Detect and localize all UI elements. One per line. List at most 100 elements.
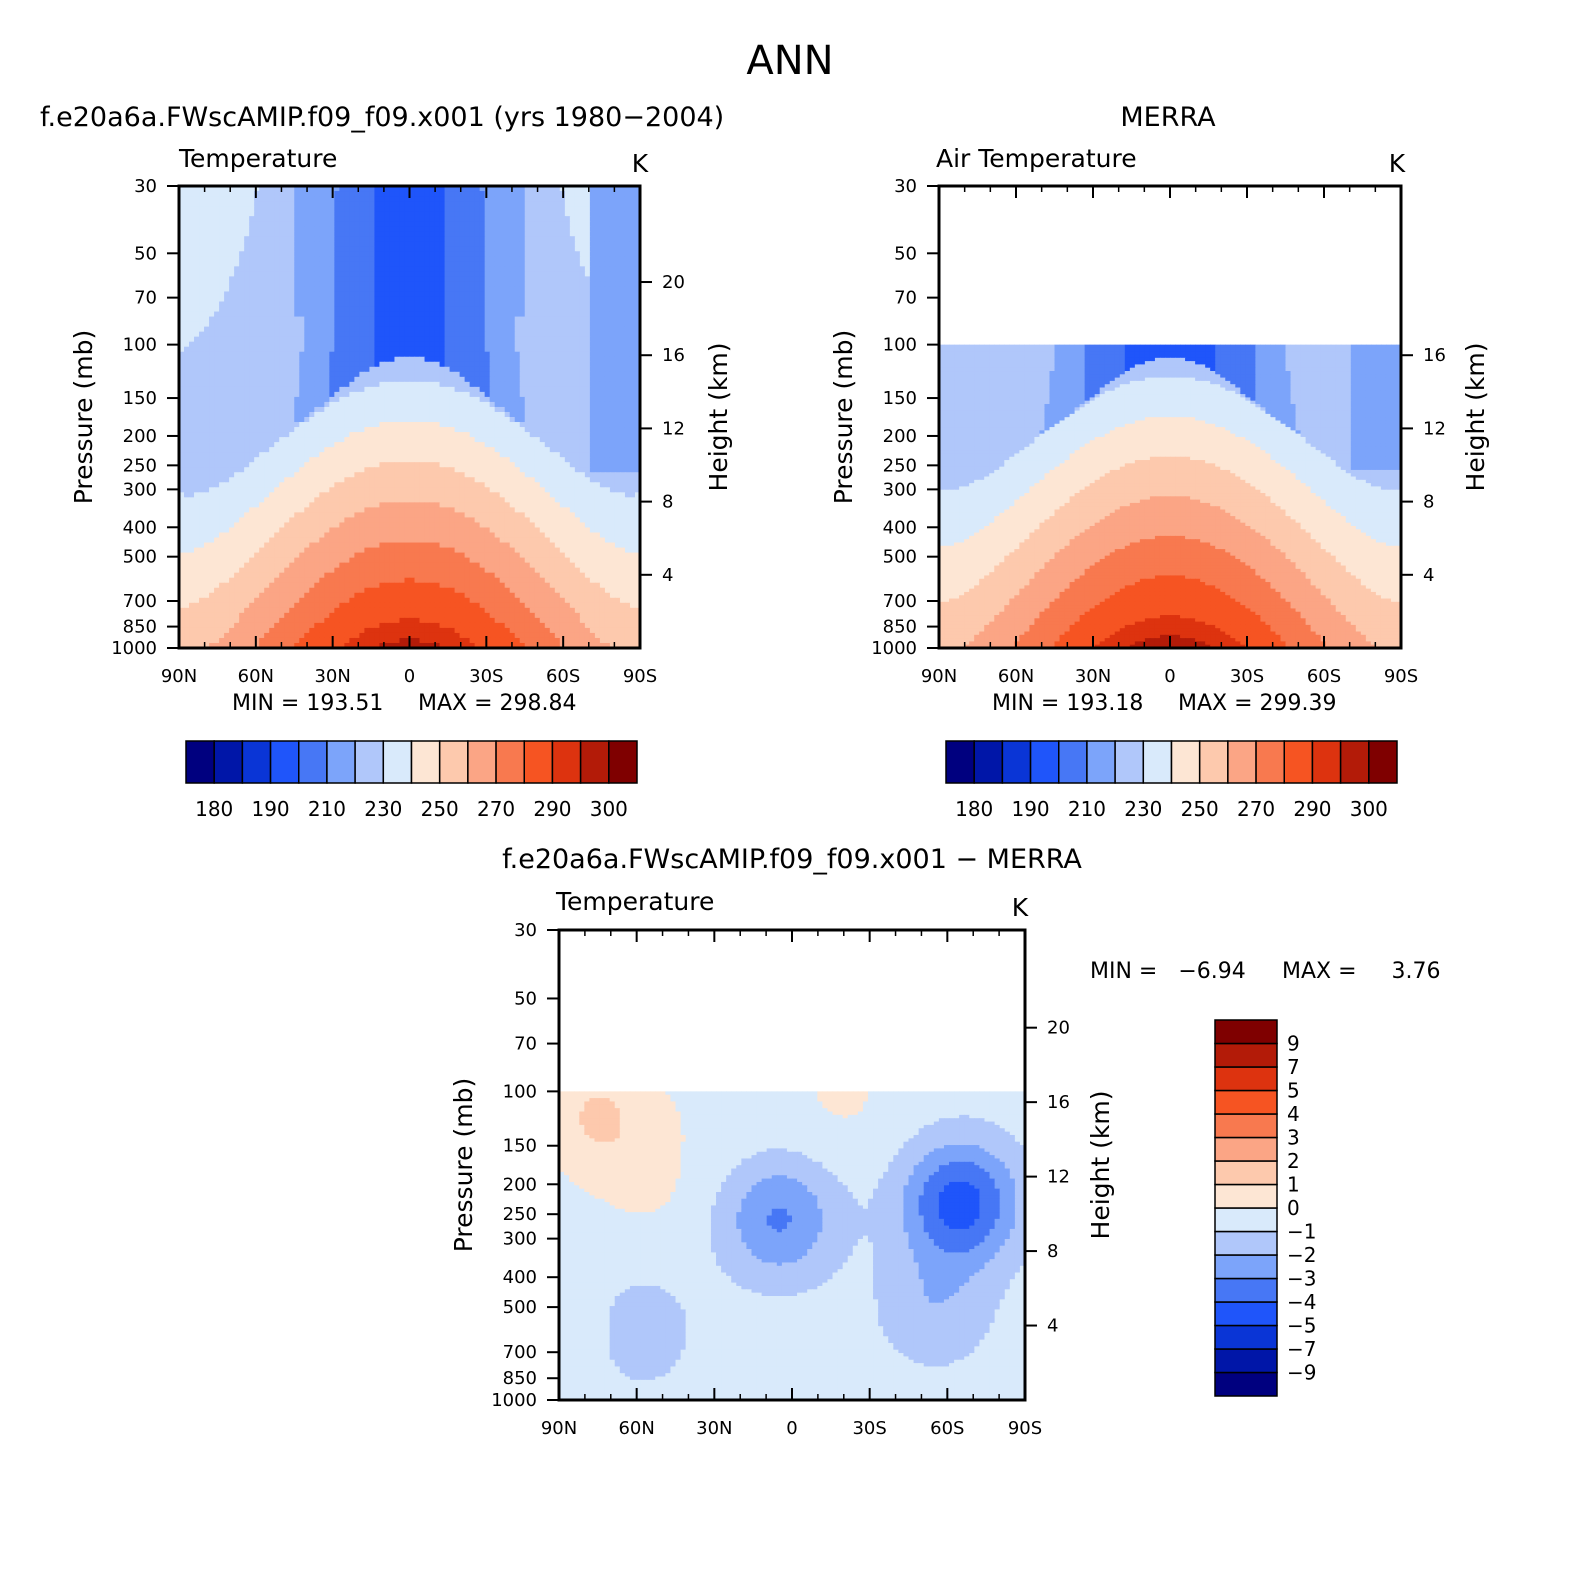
heatmap-cell — [289, 261, 295, 267]
heatmap-cell — [274, 391, 280, 398]
heatmap-cell — [554, 191, 561, 197]
heatmap-cell — [429, 341, 436, 348]
heatmap-cell — [594, 241, 601, 247]
heatmap-cell — [589, 422, 596, 428]
heatmap-cell — [379, 301, 386, 308]
heatmap-cell — [484, 286, 491, 293]
heatmap-cell — [549, 311, 556, 318]
heatmap-cell — [289, 386, 295, 393]
heatmap-cell — [629, 391, 636, 398]
heatmap-cell — [319, 191, 325, 197]
heatmap-cell — [489, 296, 496, 303]
heatmap-cell — [314, 371, 320, 378]
heatmap-cell — [349, 326, 355, 333]
heatmap-cell — [439, 406, 446, 413]
heatmap-cell — [554, 406, 561, 413]
heatmap-cell — [189, 376, 195, 383]
heatmap-cell — [254, 452, 260, 458]
heatmap-cell — [589, 341, 596, 348]
heatmap-cell — [414, 196, 421, 202]
heatmap-cell — [539, 406, 546, 413]
heatmap-cell — [514, 271, 521, 277]
heatmap-cell — [219, 316, 225, 323]
heatmap-cell — [289, 251, 295, 257]
heatmap-cell — [269, 196, 275, 202]
heatmap-cell — [189, 351, 195, 358]
heatmap-cell — [194, 316, 200, 323]
heatmap-cell — [354, 296, 360, 303]
heatmap-cell — [549, 291, 556, 298]
heatmap-cell — [279, 361, 285, 368]
heatmap-cell — [524, 216, 531, 222]
heatmap-cell — [309, 381, 315, 388]
heatmap-cell — [539, 236, 546, 242]
heatmap-cell — [419, 291, 426, 298]
heatmap-cell — [514, 236, 521, 242]
heatmap-cell — [399, 251, 406, 257]
heatmap-cell — [374, 311, 381, 318]
heatmap-cell — [309, 452, 315, 458]
heatmap-cell — [379, 396, 386, 403]
heatmap-cell — [354, 221, 360, 227]
heatmap-cell — [399, 346, 406, 353]
heatmap-cell — [479, 196, 486, 202]
heatmap-cell — [294, 236, 300, 242]
heatmap-cell — [359, 291, 365, 298]
heatmap-cell — [514, 216, 521, 222]
heatmap-cell — [319, 221, 325, 227]
heatmap-cell — [399, 351, 406, 358]
heatmap-cell — [444, 241, 451, 247]
heatmap-cell — [429, 396, 436, 403]
heatmap-cell — [444, 256, 451, 262]
heatmap-cell — [429, 452, 436, 458]
heatmap-cell — [264, 437, 270, 443]
heatmap-cell — [404, 221, 411, 227]
heatmap-cell — [319, 316, 325, 323]
heatmap-cell — [244, 351, 250, 358]
heatmap-cell — [459, 196, 466, 202]
heatmap-cell — [499, 417, 506, 423]
heatmap-cell — [484, 311, 491, 318]
heatmap-cell — [534, 261, 541, 267]
heatmap-cell — [319, 246, 325, 252]
heatmap-cell — [524, 401, 531, 408]
heatmap-cell — [429, 432, 436, 438]
heatmap-cell — [444, 201, 451, 207]
heatmap-cell — [269, 221, 275, 227]
heatmap-cell — [179, 326, 185, 333]
heatmap-cell — [234, 457, 240, 463]
heatmap-cell — [584, 286, 591, 293]
heatmap-cell — [354, 401, 360, 408]
heatmap-cell — [299, 447, 305, 453]
heatmap-cell — [259, 311, 265, 318]
heatmap-cell — [364, 341, 371, 348]
heatmap-cell — [239, 246, 245, 252]
heatmap-cell — [544, 186, 551, 192]
heatmap-cell — [354, 396, 360, 403]
heatmap-cell — [244, 266, 250, 272]
heatmap-cell — [204, 311, 210, 318]
heatmap-cell — [309, 241, 315, 247]
heatmap-cell — [539, 336, 546, 343]
heatmap-cell — [419, 442, 426, 448]
heatmap-cell — [319, 376, 325, 383]
heatmap-cell — [514, 366, 521, 373]
heatmap-cell — [404, 401, 411, 408]
heatmap-cell — [394, 246, 401, 252]
heatmap-cell — [409, 432, 416, 438]
heatmap-cell — [454, 231, 461, 237]
heatmap-cell — [559, 442, 566, 448]
heatmap-cell — [484, 406, 491, 413]
heatmap-cell — [519, 381, 526, 388]
heatmap-cell — [539, 286, 546, 293]
heatmap-cell — [329, 346, 335, 353]
heatmap-cell — [559, 432, 566, 438]
heatmap-cell — [449, 186, 456, 192]
heatmap-cell — [259, 346, 265, 353]
heatmap-cell — [409, 281, 416, 288]
heatmap-cell — [369, 186, 376, 192]
heatmap-cell — [579, 276, 586, 283]
heatmap-cell — [314, 296, 320, 303]
heatmap-cell — [184, 271, 190, 277]
heatmap-cell — [209, 311, 215, 318]
